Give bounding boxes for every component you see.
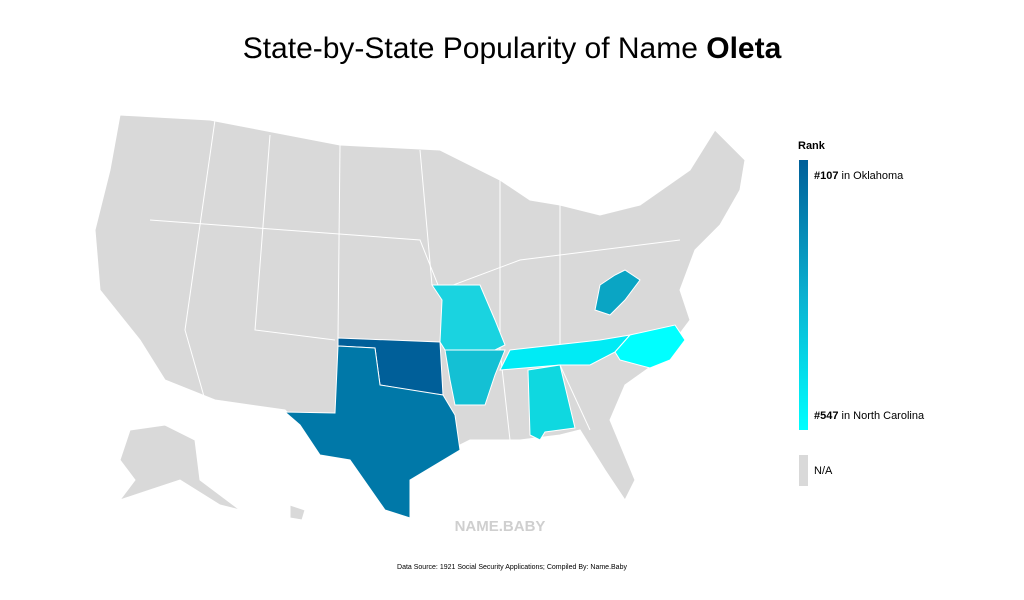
- state-texas: [283, 345, 461, 519]
- legend-bottom: #547 in North Carolina: [814, 410, 925, 422]
- state-arkansas: [444, 349, 506, 406]
- state-borders: [149, 219, 681, 291]
- legend-top-state: in Oklahoma: [842, 170, 905, 182]
- title: State-by-State Popularity of Name Oleta: [243, 32, 782, 65]
- state-north-carolina: [614, 324, 686, 369]
- legend-bottom-rank: #547: [814, 410, 838, 422]
- title-name: Oleta: [706, 32, 781, 65]
- legend-title: Rank: [798, 140, 826, 152]
- legend-na-swatch: [799, 455, 808, 486]
- state-borders: [184, 119, 216, 401]
- state-alaska: [118, 424, 241, 511]
- state-borders: [254, 134, 336, 341]
- watermark: NAME.BABY: [455, 518, 546, 535]
- state-hawaii: [289, 504, 306, 521]
- us-map: [94, 114, 746, 521]
- legend-top: #107 in Oklahoma: [814, 170, 904, 182]
- legend-top-rank: #107: [814, 170, 838, 182]
- legend-gradient: [799, 160, 808, 430]
- legend-bottom-state: in North Carolina: [842, 410, 925, 422]
- state-borders: [337, 144, 341, 339]
- state-borders: [419, 149, 433, 286]
- source-note: Data Source: 1921 Social Security Applic…: [397, 564, 627, 571]
- legend-na: N/A: [814, 465, 833, 477]
- state-alabama: [527, 364, 576, 441]
- title-text: State-by-State Popularity of Name: [243, 32, 698, 65]
- state-west-virginia: [594, 269, 641, 316]
